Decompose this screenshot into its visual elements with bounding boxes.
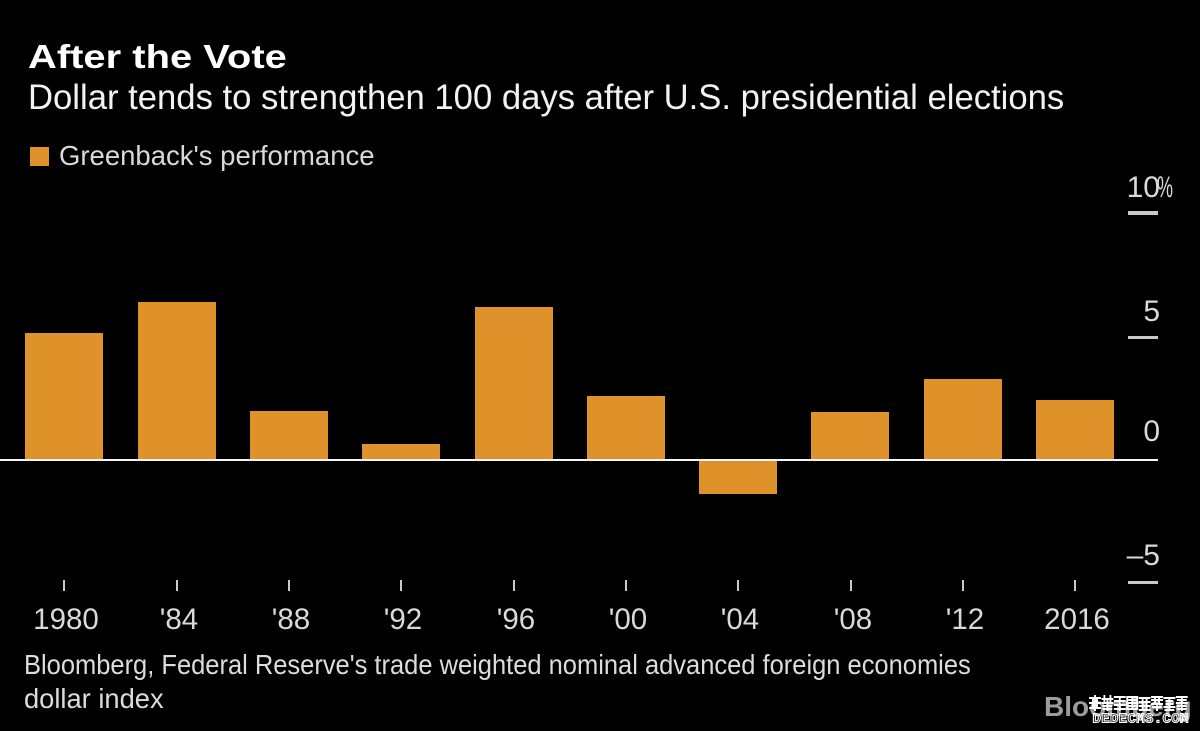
svg-text:DEDECMS.COM: DEDECMS.COM [1093,712,1189,726]
